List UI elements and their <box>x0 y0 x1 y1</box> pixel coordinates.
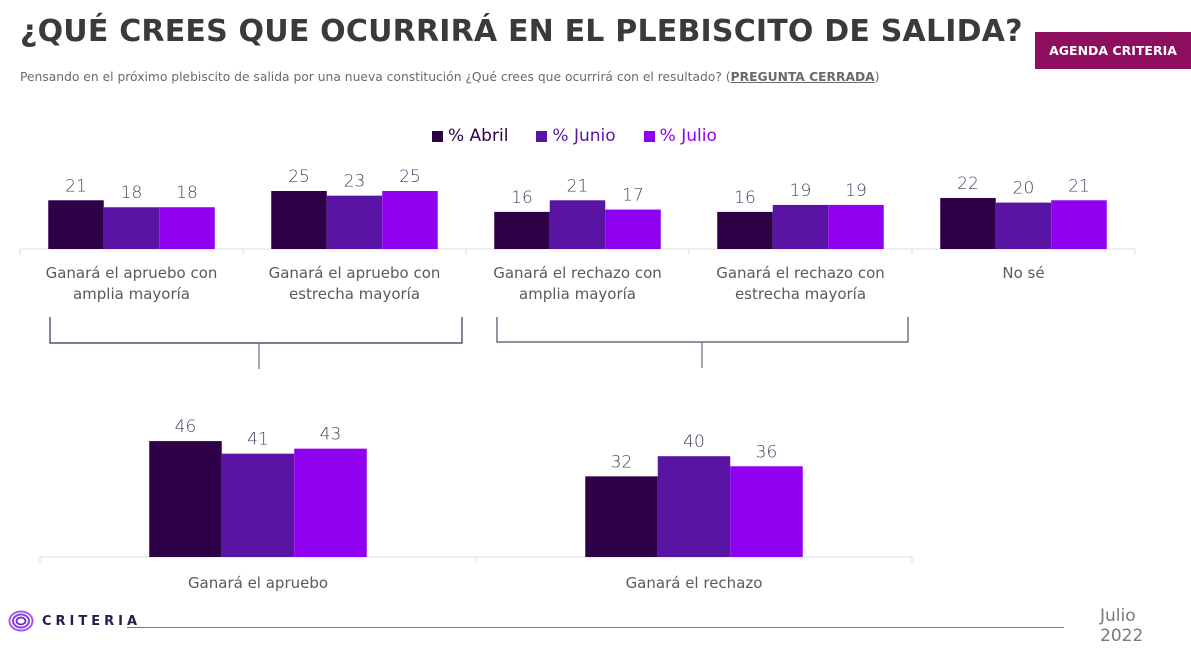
data-label-ganara-el-rechazo-junio: 40 <box>683 432 705 452</box>
bar-ganara-el-rechazo-con-amplia-mayoria-junio <box>549 200 606 249</box>
data-label-ganara-el-apruebo-con-amplia-mayoria-junio: 18 <box>121 183 143 203</box>
bar-ganara-el-apruebo-con-estrecha-mayoria-abril <box>271 191 327 249</box>
bar-ganara-el-rechazo-con-estrecha-mayoria-julio <box>828 204 884 249</box>
criteria-logo-icon <box>8 610 34 632</box>
bracket-apruebo <box>49 317 463 344</box>
agenda-criteria-badge: AGENDA CRITERIA <box>1035 32 1191 69</box>
category-label-ganara-el-apruebo-con-amplia-mayoria: Ganará el apruebo con <box>46 264 218 282</box>
category-label-ganara-el-apruebo-con-amplia-mayoria: amplia mayoría <box>73 285 190 303</box>
bar-ganara-el-apruebo-con-amplia-mayoria-abril <box>48 200 104 249</box>
criteria-logo: CRITERIA <box>8 610 141 632</box>
subtitle-emphasis: PREGUNTA CERRADA <box>730 70 875 84</box>
bar-ganara-el-rechazo-julio <box>730 466 803 557</box>
subtitle-suffix: ) <box>874 70 880 84</box>
subtitle-text: Pensando en el próximo plebiscito de sal… <box>20 70 731 84</box>
legend-label-abril: % Abril <box>448 126 509 146</box>
bottom-chart-summary: 46 41 43 Ganará el apruebo 32 40 36 Ganará el r… <box>39 417 913 592</box>
bar-ganara-el-apruebo-julio <box>294 448 367 557</box>
category-label-ganara-el-apruebo-con-estrecha-mayoria: Ganará el apruebo con <box>269 264 441 282</box>
legend-item-julio: % Julio <box>643 126 717 146</box>
category-label-ganara-el-apruebo-con-estrecha-mayoria: estrecha mayoría <box>289 285 420 303</box>
bar-no-se-abril <box>940 197 996 249</box>
data-label-ganara-el-rechazo-con-amplia-mayoria-abril: 16 <box>511 188 533 208</box>
bar-no-se-julio <box>1051 200 1107 249</box>
data-label-no-se-julio: 21 <box>1068 176 1090 196</box>
category-label-ganara-el-rechazo-con-amplia-mayoria: Ganará el rechazo con <box>493 264 662 282</box>
legend-label-julio: % Julio <box>659 126 717 146</box>
bar-ganara-el-apruebo-con-amplia-mayoria-junio <box>103 207 160 249</box>
data-label-ganara-el-rechazo-julio: 36 <box>756 442 778 462</box>
report-date-year: 2022 <box>1100 626 1144 646</box>
bar-ganara-el-rechazo-con-amplia-mayoria-abril <box>494 211 550 249</box>
page-subtitle: Pensando en el próximo plebiscito de sal… <box>20 70 880 84</box>
bar-ganara-el-apruebo-abril <box>149 441 222 557</box>
bar-no-se-junio <box>995 202 1052 249</box>
bar-ganara-el-apruebo-con-estrecha-mayoria-junio <box>326 195 383 249</box>
data-label-ganara-el-rechazo-con-estrecha-mayoria-junio: 19 <box>790 181 812 201</box>
legend-item-junio: % Junio <box>536 126 616 146</box>
legend-swatch-julio <box>643 130 655 142</box>
category-label-ganara-el-rechazo-con-amplia-mayoria: amplia mayoría <box>519 285 636 303</box>
bar-ganara-el-apruebo-con-amplia-mayoria-julio <box>159 207 215 249</box>
bar-ganara-el-rechazo-con-amplia-mayoria-julio <box>605 209 661 249</box>
bar-ganara-el-rechazo-abril <box>585 476 658 557</box>
report-date: Julio 2022 <box>1100 606 1143 646</box>
legend-label-junio: % Junio <box>552 126 616 146</box>
bar-ganara-el-rechazo-con-estrecha-mayoria-junio <box>772 204 829 249</box>
data-label-ganara-el-apruebo-abril: 46 <box>175 417 197 437</box>
data-label-ganara-el-rechazo-con-estrecha-mayoria-julio: 19 <box>845 181 867 201</box>
category-label-ganara-el-rechazo-con-estrecha-mayoria: estrecha mayoría <box>735 285 866 303</box>
category-label-ganara-el-rechazo-con-estrecha-mayoria: Ganará el rechazo con <box>716 264 885 282</box>
page-title: ¿QUÉ CREES QUE OCURRIRÁ EN EL PLEBISCITO… <box>20 14 1023 49</box>
footer-divider <box>127 627 1064 628</box>
bracket-rechazo <box>496 317 909 343</box>
legend-swatch-abril <box>432 130 443 142</box>
data-label-ganara-el-apruebo-con-amplia-mayoria-julio: 18 <box>176 183 198 203</box>
bar-ganara-el-apruebo-junio <box>221 453 295 557</box>
data-label-no-se-junio: 20 <box>1013 179 1035 199</box>
report-date-month: Julio <box>1100 606 1136 626</box>
category-label-ganara-el-apruebo: Ganará el apruebo <box>188 574 328 592</box>
category-label-no-se: No sé <box>1002 264 1044 282</box>
chart-legend: % Abril % Junio % Julio <box>432 126 717 146</box>
criteria-logo-text: CRITERIA <box>42 613 142 629</box>
data-label-ganara-el-apruebo-con-amplia-mayoria-abril: 21 <box>65 176 87 196</box>
data-label-ganara-el-apruebo-con-estrecha-mayoria-junio: 23 <box>344 172 366 192</box>
data-label-ganara-el-apruebo-junio: 41 <box>247 430 269 450</box>
data-label-ganara-el-rechazo-con-amplia-mayoria-julio: 17 <box>622 186 644 206</box>
bar-ganara-el-apruebo-con-estrecha-mayoria-julio <box>382 191 438 249</box>
data-label-ganara-el-apruebo-con-estrecha-mayoria-abril: 25 <box>288 167 310 187</box>
data-label-ganara-el-rechazo-con-estrecha-mayoria-abril: 16 <box>734 188 756 208</box>
bar-ganara-el-rechazo-junio <box>657 456 731 557</box>
legend-item-abril: % Abril <box>432 126 508 146</box>
grouping-brackets <box>49 317 909 369</box>
data-label-ganara-el-rechazo-abril: 32 <box>611 452 633 472</box>
category-label-ganara-el-rechazo: Ganará el rechazo <box>626 574 763 592</box>
top-chart-detailed: 21 18 18 Ganará el apruebo con amplia mayorí… <box>19 167 1136 303</box>
legend-swatch-junio <box>536 130 548 142</box>
data-label-ganara-el-rechazo-con-amplia-mayoria-junio: 21 <box>567 176 589 196</box>
data-label-no-se-abril: 22 <box>957 174 979 194</box>
bar-ganara-el-rechazo-con-estrecha-mayoria-abril <box>717 211 773 249</box>
data-label-ganara-el-apruebo-julio: 43 <box>320 425 342 445</box>
data-label-ganara-el-apruebo-con-estrecha-mayoria-julio: 25 <box>399 167 421 187</box>
